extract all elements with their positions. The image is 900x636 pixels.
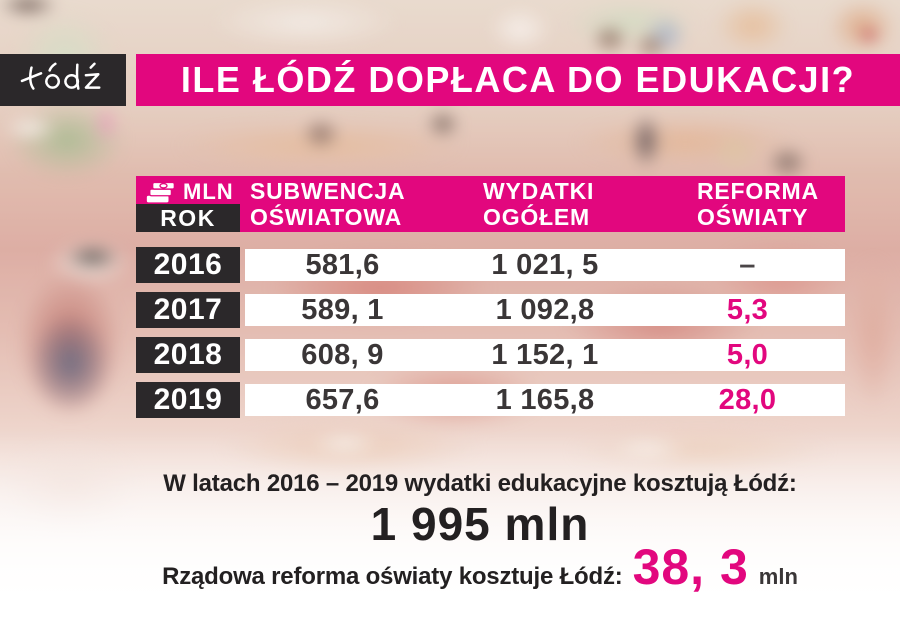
photo-blob — [705, 125, 767, 180]
title-bar: ILE ŁÓDŹ DOPŁACA DO EDUKACJI? — [136, 54, 900, 106]
wydatki-value: 1 092,8 — [495, 293, 595, 326]
photo-blob — [705, 0, 800, 60]
photo-blob — [0, 110, 65, 146]
reform-total-value: 38, 3 — [632, 539, 749, 595]
column-header-wydatki: WYDATKI OGÓŁEM — [483, 178, 595, 230]
table-row-2016: 2016 581,6 1 021, 5 – — [136, 247, 845, 283]
photo-blob — [18, 300, 123, 425]
reforma-value: 28,0 — [718, 383, 777, 416]
table-header: MLN ROK SUBWENCJA OŚWIATOWA WYDATKI OGÓŁ… — [136, 176, 845, 232]
column-header-reforma: REFORMA OŚWIATY — [697, 178, 819, 230]
photo-blob — [852, 22, 886, 48]
subwencja-value: 581,6 — [305, 248, 380, 281]
subwencja-value: 657,6 — [305, 383, 380, 416]
wydatki-value: 1 152, 1 — [491, 338, 599, 371]
money-stack-icon — [146, 181, 175, 203]
reforma-value: 5,0 — [726, 338, 769, 371]
reform-total-unit: mln — [758, 564, 798, 589]
photo-blob — [625, 105, 667, 177]
lodz-logo — [0, 54, 126, 106]
footer-reform-prefix: Rządowa reforma oświaty kosztuje Łódź: — [162, 563, 623, 590]
footer-summary-line: W latach 2016 – 2019 wydatki edukacyjne … — [163, 470, 797, 497]
subwencja-value: 589, 1 — [301, 293, 384, 326]
reforma-value: 5,3 — [726, 293, 769, 326]
wydatki-value: 1 021, 5 — [491, 248, 599, 281]
year-cell: 2016 — [136, 247, 240, 283]
footer-reform-line: Rządowa reforma oświaty kosztuje Łódź: 3… — [70, 538, 890, 596]
photo-blob — [420, 104, 466, 144]
unit-cell: MLN — [146, 179, 234, 205]
photo-blob — [843, 240, 900, 425]
year-column-header: ROK — [136, 204, 240, 232]
year-cell: 2018 — [136, 337, 240, 373]
photo-blob — [185, 0, 425, 55]
unit-label: MLN — [183, 179, 234, 204]
reforma-value: – — [739, 248, 756, 281]
footer-total-value: 1 995 mln — [370, 498, 590, 550]
subwencja-value: 608, 9 — [301, 338, 384, 371]
values-bar: 657,6 1 165,8 28,0 — [245, 384, 845, 416]
values-bar: 581,6 1 021, 5 – — [245, 249, 845, 281]
photo-blob — [295, 112, 347, 156]
year-cell: 2017 — [136, 292, 240, 328]
year-cell: 2019 — [136, 382, 240, 418]
photo-blob — [585, 18, 635, 60]
lodz-logo-script-icon — [20, 62, 101, 90]
values-bar: 608, 9 1 152, 1 5,0 — [245, 339, 845, 371]
table-row-2018: 2018 608, 9 1 152, 1 5,0 — [136, 337, 845, 373]
table-row-2019: 2019 657,6 1 165,8 28,0 — [136, 382, 845, 418]
bottom-white-fade — [0, 430, 900, 636]
wydatki-value: 1 165,8 — [495, 383, 595, 416]
values-bar: 589, 1 1 092,8 5,3 — [245, 294, 845, 326]
column-header-subwencja: SUBWENCJA OŚWIATOWA — [250, 178, 405, 230]
photo-blob — [88, 98, 124, 150]
table-row-2017: 2017 589, 1 1 092,8 5,3 — [136, 292, 845, 328]
page-title: ILE ŁÓDŹ DOPŁACA DO EDUKACJI? — [180, 59, 856, 100]
year-column-label: ROK — [160, 204, 216, 231]
